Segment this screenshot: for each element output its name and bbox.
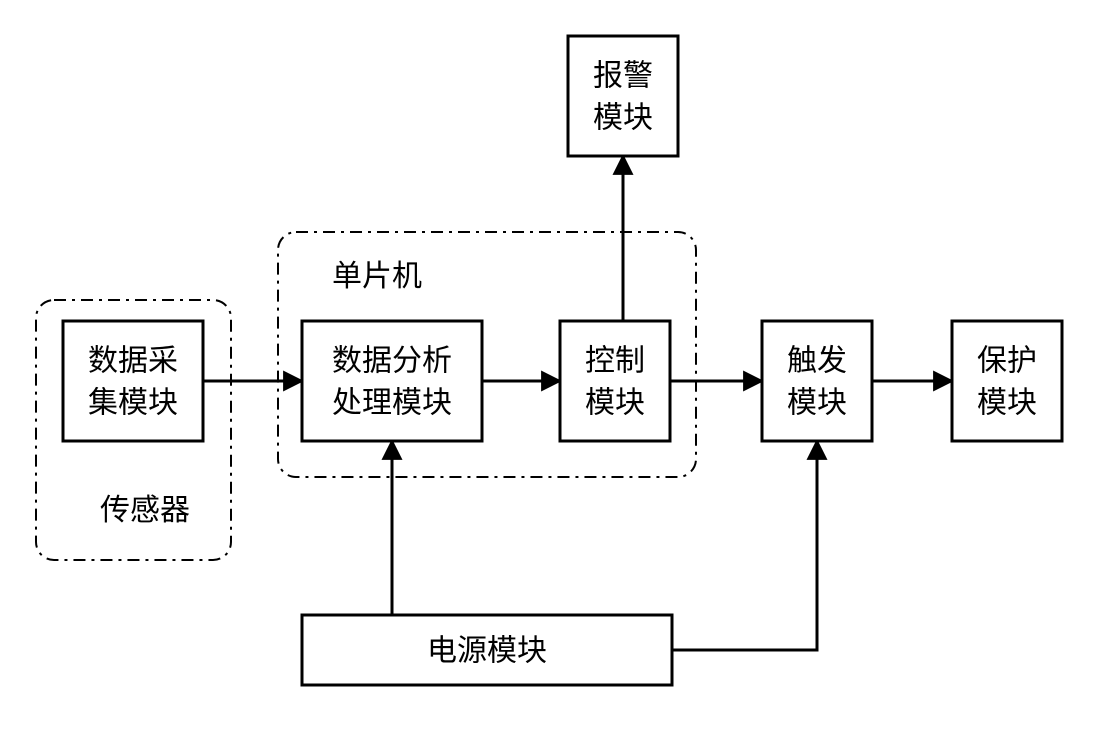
node-alarm — [568, 36, 678, 156]
node-protect — [952, 321, 1062, 441]
node-data_acq — [63, 321, 203, 441]
node-label-data_acq-line0: 数据采 — [88, 345, 178, 378]
node-label-control-line1: 模块 — [585, 387, 645, 420]
group-label-sensor_grp: 传感器 — [100, 494, 190, 527]
node-label-alarm-line0: 报警 — [593, 60, 653, 93]
node-label-alarm-line1: 模块 — [593, 102, 653, 135]
node-label-analysis-line0: 数据分析 — [332, 345, 452, 378]
node-label-data_acq-line1: 集模块 — [88, 387, 178, 420]
node-analysis — [302, 321, 482, 441]
node-label-control-line0: 控制 — [585, 345, 645, 378]
node-label-analysis-line1: 处理模块 — [332, 387, 452, 420]
node-label-protect-line1: 模块 — [977, 387, 1037, 420]
node-control — [560, 321, 670, 441]
node-trigger — [762, 321, 872, 441]
node-label-trigger-line0: 触发 — [787, 345, 847, 378]
group-label-mcu_grp: 单片机 — [332, 260, 422, 293]
edge-power-to-trigger — [672, 441, 817, 650]
node-label-trigger-line1: 模块 — [787, 387, 847, 420]
node-label-protect-line0: 保护 — [977, 345, 1037, 378]
node-label-power-line0: 电源模块 — [427, 635, 547, 668]
